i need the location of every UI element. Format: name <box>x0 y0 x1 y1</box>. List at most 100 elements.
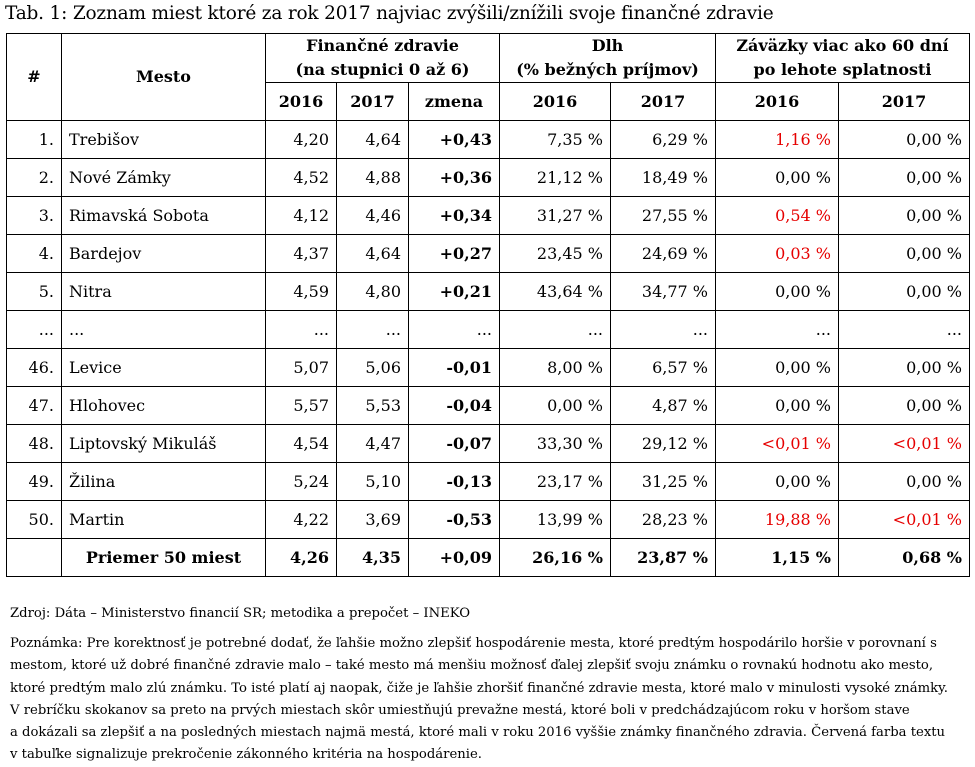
cell-debt-2016: 33,30 % <box>499 424 611 463</box>
cell-health-change: -0,53 <box>408 500 500 539</box>
cell-health-2016: 5,07 <box>265 348 337 387</box>
cell-arrears-2017: 0,00 % <box>838 120 970 159</box>
header-arrears: Záväzky viac ako 60 dní po lehote splatn… <box>715 33 970 83</box>
cell-city: ... <box>61 310 266 349</box>
cell-arrears-2017: 0,00 % <box>838 158 970 197</box>
cell-arrears-2016: 0,54 % <box>715 196 839 235</box>
cell-debt-2017: 34,77 % <box>610 272 716 311</box>
cell-health-2017: 3,69 <box>336 500 409 539</box>
cell-debt-2016: ... <box>499 310 611 349</box>
table-row: 48. Liptovský Mikuláš 4,54 4,47 -0,07 33,30 %… <box>6 424 970 463</box>
header-financial-health: Finančné zdravie (na stupnici 0 až 6) <box>265 33 500 83</box>
cell-city: Nové Zámky <box>61 158 266 197</box>
cell-debt-2017: 4,87 % <box>610 386 716 425</box>
cell-debt-2017: 28,23 % <box>610 500 716 539</box>
cell-arrears-2017: 0,00 % <box>838 234 970 273</box>
cell-num: 46. <box>6 348 62 387</box>
cell-health-change: +0,36 <box>408 158 500 197</box>
table-row: 47. Hlohovec 5,57 5,53 -0,04 0,00 % 4,87 % 0,00… <box>6 386 970 425</box>
summary-debt-2017: 23,87 % <box>610 538 716 577</box>
table-title: Tab. 1: Zoznam miest ktoré za rok 2017 n… <box>5 3 774 24</box>
cell-debt-2016: 23,45 % <box>499 234 611 273</box>
cell-arrears-2017: ... <box>838 310 970 349</box>
cell-num: 47. <box>6 386 62 425</box>
cell-health-change: -0,01 <box>408 348 500 387</box>
cell-arrears-2016: 1,16 % <box>715 120 839 159</box>
cell-debt-2017: 29,12 % <box>610 424 716 463</box>
cell-arrears-2017: 0,00 % <box>838 386 970 425</box>
cell-debt-2016: 7,35 % <box>499 120 611 159</box>
table-row: 2. Nové Zámky 4,52 4,88 +0,36 21,12 % 18,49 % 0… <box>6 158 970 197</box>
table-body: 1. Trebišov 4,20 4,64 +0,43 7,35 % 6,29 % 1,16 … <box>6 120 970 539</box>
summary-num <box>6 538 62 577</box>
cell-health-2017: ... <box>336 310 409 349</box>
cell-health-2017: 4,80 <box>336 272 409 311</box>
source-note: Zdroj: Dáta – Ministerstvo financií SR; … <box>10 606 471 621</box>
cell-arrears-2016: 0,03 % <box>715 234 839 273</box>
cell-health-2017: 4,47 <box>336 424 409 463</box>
cell-health-2017: 4,64 <box>336 120 409 159</box>
cell-health-change: -0,07 <box>408 424 500 463</box>
summary-arrears-2017: 0,68 % <box>838 538 970 577</box>
city-finance-table: # Mesto Finančné zdravie (na stupnici 0 … <box>6 33 970 577</box>
cell-arrears-2016: 0,00 % <box>715 158 839 197</box>
cell-health-change: +0,43 <box>408 120 500 159</box>
cell-health-change: +0,34 <box>408 196 500 235</box>
cell-city: Žilina <box>61 462 266 501</box>
table-row: 50. Martin 4,22 3,69 -0,53 13,99 % 28,23 % 19,8… <box>6 500 970 539</box>
cell-health-2017: 5,10 <box>336 462 409 501</box>
cell-arrears-2016: ... <box>715 310 839 349</box>
header-health-2017: 2017 <box>336 82 409 121</box>
summary-arrears-2016: 1,15 % <box>715 538 839 577</box>
footnote-line: V rebríčku skokanov sa preto na prvých m… <box>10 702 910 718</box>
cell-debt-2017: 31,25 % <box>610 462 716 501</box>
cell-debt-2017: 6,29 % <box>610 120 716 159</box>
summary-label: Priemer 50 miest <box>61 538 266 577</box>
cell-arrears-2016: 0,00 % <box>715 462 839 501</box>
header-debt: Dlh (% bežných príjmov) <box>499 33 716 83</box>
cell-health-2017: 5,06 <box>336 348 409 387</box>
cell-debt-2016: 8,00 % <box>499 348 611 387</box>
cell-health-2016: ... <box>265 310 337 349</box>
table-row: ........................... <box>6 310 970 349</box>
cell-debt-2016: 31,27 % <box>499 196 611 235</box>
cell-health-change: +0,27 <box>408 234 500 273</box>
cell-debt-2016: 43,64 % <box>499 272 611 311</box>
cell-city: Nitra <box>61 272 266 311</box>
cell-city: Liptovský Mikuláš <box>61 424 266 463</box>
table-row: 5. Nitra 4,59 4,80 +0,21 43,64 % 34,77 % 0,00 %… <box>6 272 970 311</box>
footnote: Poznámka: Pre korektnosť je potrebné dod… <box>10 633 972 767</box>
header-health-change: zmena <box>408 82 500 121</box>
cell-health-2017: 4,46 <box>336 196 409 235</box>
header-financial-health-line1: Finančné zdravie <box>306 36 459 55</box>
cell-health-change: ... <box>408 310 500 349</box>
cell-debt-2016: 21,12 % <box>499 158 611 197</box>
table-row: 4. Bardejov 4,37 4,64 +0,27 23,45 % 24,69 % 0,0… <box>6 234 970 273</box>
cell-health-2016: 4,20 <box>265 120 337 159</box>
header-financial-health-line2: (na stupnici 0 až 6) <box>295 60 470 79</box>
cell-num: 4. <box>6 234 62 273</box>
cell-health-2016: 4,12 <box>265 196 337 235</box>
cell-health-2016: 5,24 <box>265 462 337 501</box>
cell-health-change: -0,04 <box>408 386 500 425</box>
header-debt-line2: (% bežných príjmov) <box>516 60 699 79</box>
cell-city: Hlohovec <box>61 386 266 425</box>
header-health-2016: 2016 <box>265 82 337 121</box>
table-row: 46. Levice 5,07 5,06 -0,01 8,00 % 6,57 % 0,00 %… <box>6 348 970 387</box>
cell-num: 48. <box>6 424 62 463</box>
cell-debt-2016: 23,17 % <box>499 462 611 501</box>
cell-health-2016: 4,59 <box>265 272 337 311</box>
cell-num: 2. <box>6 158 62 197</box>
cell-city: Trebišov <box>61 120 266 159</box>
table-row: 1. Trebišov 4,20 4,64 +0,43 7,35 % 6,29 % 1,16 … <box>6 120 970 159</box>
cell-arrears-2017: 0,00 % <box>838 348 970 387</box>
cell-arrears-2016: <0,01 % <box>715 424 839 463</box>
cell-city: Martin <box>61 500 266 539</box>
footnote-line: mestom, ktoré už dobré finančné zdravie … <box>10 658 934 674</box>
cell-num: 1. <box>6 120 62 159</box>
header-arrears-2016: 2016 <box>715 82 839 121</box>
cell-city: Rimavská Sobota <box>61 196 266 235</box>
summary-row: Priemer 50 miest 4,26 4,35 +0,09 26,16 %… <box>6 538 970 577</box>
cell-debt-2016: 0,00 % <box>499 386 611 425</box>
header-city: Mesto <box>61 33 266 121</box>
